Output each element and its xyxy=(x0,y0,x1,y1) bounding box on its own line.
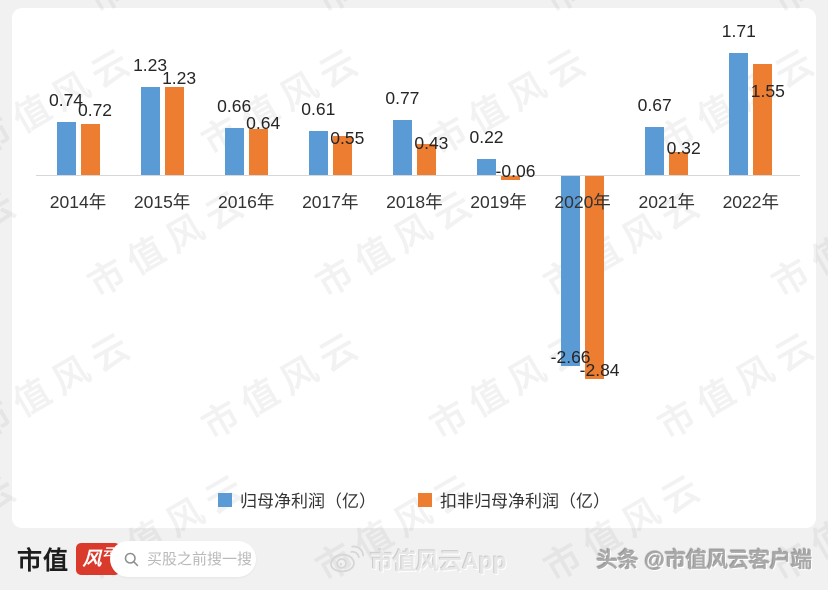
bar-2019年-s1 xyxy=(501,176,520,181)
bar-value-label: 0.66 xyxy=(217,95,252,116)
bar-2016年-s1 xyxy=(248,129,268,175)
brand-logo: 市值 风 云 xyxy=(17,528,121,590)
bar-value-label: 0.64 xyxy=(246,113,281,134)
bar-value-label: 1.23 xyxy=(133,55,168,76)
bar-2018年-s0 xyxy=(392,119,412,175)
legend-item-deducted-net-profit: 扣非归母净利润（亿） xyxy=(418,487,610,512)
x-axis-label: 2014年 xyxy=(49,192,107,212)
bar-2020年-s0 xyxy=(561,176,581,367)
bar-2015年-s0 xyxy=(140,87,160,175)
legend-swatch-orange xyxy=(418,492,432,507)
search-icon xyxy=(123,551,140,568)
x-axis-label: 2018年 xyxy=(386,192,443,212)
legend-label: 归母净利润（亿） xyxy=(240,492,376,511)
bar-2020年-s1 xyxy=(585,176,605,380)
toutiao-watermark: 头条 @市值风云客户端 xyxy=(597,528,812,590)
bar-2015年-s1 xyxy=(164,87,184,175)
x-axis-label: 2022年 xyxy=(722,192,780,212)
bar-value-label: 1.55 xyxy=(750,81,785,102)
chart-legend: 归母净利润（亿） 扣非归母净利润（亿） xyxy=(12,487,816,512)
bar-value-label: 0.77 xyxy=(385,87,420,108)
x-axis-label: 2015年 xyxy=(133,192,191,212)
bar-value-label: 0.22 xyxy=(469,127,504,148)
bar-2014年-s0 xyxy=(56,122,76,175)
bar-value-label: -2.66 xyxy=(550,347,591,368)
bar-value-label: 0.72 xyxy=(77,99,113,120)
x-axis-label: 2017年 xyxy=(302,192,359,212)
bar-value-label: 0.74 xyxy=(48,90,84,111)
footer-bar: 市值 风 云 xyxy=(0,528,828,590)
bar-value-label: 0.61 xyxy=(301,99,336,120)
bar-value-label: -0.06 xyxy=(495,161,536,182)
legend-swatch-blue xyxy=(218,492,232,507)
weibo-icon xyxy=(328,544,364,574)
legend-item-net-profit: 归母净利润（亿） xyxy=(218,487,376,512)
search-input[interactable] xyxy=(147,550,259,568)
bar-2019年-s0 xyxy=(477,159,496,175)
bar-value-label: 1.23 xyxy=(162,68,197,89)
x-axis-label: 2021年 xyxy=(638,192,695,212)
bar-2021年-s0 xyxy=(645,127,665,175)
bar-2018年-s1 xyxy=(416,144,436,175)
bar-value-label: 0.67 xyxy=(637,95,672,116)
x-axis-label: 2019年 xyxy=(470,192,527,212)
legend-label: 扣非归母净利润（亿） xyxy=(440,492,610,511)
bar-2017年-s1 xyxy=(332,135,352,175)
x-axis-label: 2016年 xyxy=(217,192,275,212)
toutiao-watermark-text: 头条 @市值风云客户端 xyxy=(596,549,812,572)
bar-value-label: 0.43 xyxy=(414,133,449,154)
app-watermark-text: 市值风云App xyxy=(370,548,507,574)
bar-value-label: 0.55 xyxy=(330,127,365,148)
bar-value-label: 1.71 xyxy=(721,20,756,41)
bar-2022年-s0 xyxy=(729,52,749,175)
bar-2016年-s0 xyxy=(224,127,244,175)
x-axis-label: 2020年 xyxy=(554,192,611,212)
bar-2014年-s1 xyxy=(80,123,100,175)
bar-2017年-s0 xyxy=(308,131,328,175)
bar-value-label: 0.32 xyxy=(666,138,701,159)
x-axis-line xyxy=(36,175,800,176)
bar-2022年-s1 xyxy=(753,64,773,175)
bar-value-label: -2.84 xyxy=(579,360,620,381)
bar-2021年-s1 xyxy=(669,152,689,175)
app-watermark: 市值风云App xyxy=(328,528,507,590)
search-box[interactable] xyxy=(110,541,259,577)
bar-chart: 归母净利润（亿） 扣非归母净利润（亿） 0.74 0.72 2014年 1.23 1.2… xyxy=(12,8,816,528)
brand-name-text: 市值 xyxy=(17,547,70,575)
